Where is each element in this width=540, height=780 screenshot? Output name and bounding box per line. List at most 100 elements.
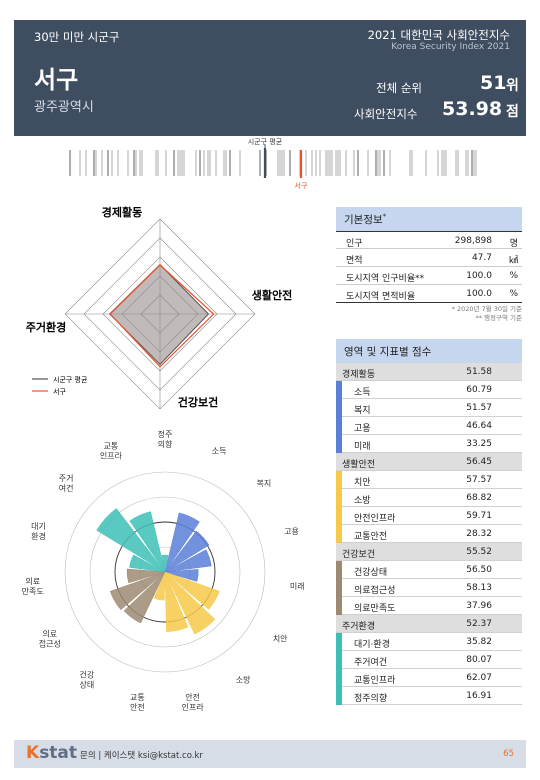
polar-bar bbox=[164, 569, 199, 582]
polar-label: 치안 bbox=[273, 634, 288, 644]
row-value: 16.91 bbox=[466, 691, 492, 701]
basic-info-notes: * 2020년 7월 30일 기준 ** 행정구역 기준 bbox=[451, 305, 522, 322]
row-value: 60.79 bbox=[466, 385, 492, 395]
score-label: 사회안전지수 bbox=[354, 107, 418, 121]
basic-info-row: 도시지역 인구비율** 100.0% bbox=[336, 267, 522, 285]
polar-label: 미래 bbox=[290, 582, 305, 591]
row-label: 복지 bbox=[354, 406, 371, 416]
basic-info-value: 47.7 bbox=[471, 253, 492, 263]
polar-label: 대기 환경 bbox=[31, 522, 46, 541]
row-label: 의료만족도 bbox=[354, 604, 396, 614]
basic-info-value: 100.0 bbox=[466, 271, 492, 281]
group-color-stripe bbox=[336, 471, 342, 489]
row-value: 58.13 bbox=[466, 583, 492, 593]
group-color-stripe bbox=[336, 435, 342, 453]
legend-self-label: 서구 bbox=[53, 387, 66, 396]
radar-axis-label-3: 주거환경 bbox=[26, 320, 66, 334]
basic-info-value: 298,898 bbox=[454, 236, 492, 246]
domain-row: 주거환경 52.37 bbox=[336, 615, 522, 633]
group-color-stripe bbox=[336, 381, 342, 399]
report-subtitle: Korea Security Index 2021 bbox=[391, 42, 510, 52]
row-value: 62.07 bbox=[466, 673, 492, 683]
indicator-row: 고용 46.64 bbox=[336, 417, 522, 435]
indicator-row: 대기·환경 35.82 bbox=[336, 633, 522, 651]
indicator-row: 의료접근성 58.13 bbox=[336, 579, 522, 597]
group-color-stripe bbox=[336, 507, 342, 525]
row-label: 교통안전 bbox=[354, 532, 388, 542]
row-label: 주거환경 bbox=[342, 622, 376, 632]
basic-info-label: 인구 bbox=[346, 239, 363, 249]
row-label: 생활안전 bbox=[342, 460, 376, 470]
row-label: 안전인프라 bbox=[354, 514, 396, 524]
polar-label: 주거 여건 bbox=[59, 474, 74, 493]
row-value: 68.82 bbox=[466, 493, 492, 503]
polar-label: 교통 인프라 bbox=[100, 441, 123, 460]
group-color-stripe bbox=[336, 561, 342, 579]
row-value: 51.57 bbox=[466, 403, 492, 413]
header-banner: 30만 미만 시군구 2021 대한민국 사회안전지수 Korea Securi… bbox=[14, 20, 526, 136]
basic-info-row: 인구 298,898 명 bbox=[336, 231, 522, 249]
indicator-row: 주거여건 80.07 bbox=[336, 651, 522, 669]
polar-grid-ring bbox=[114, 521, 216, 623]
group-color-stripe bbox=[336, 633, 342, 651]
row-value: 51.58 bbox=[466, 367, 492, 377]
kstat-logo: Kstat bbox=[26, 743, 78, 763]
row-value: 37.96 bbox=[466, 601, 492, 611]
row-label: 대기·환경 bbox=[354, 640, 390, 650]
polar-grid-ring bbox=[89, 496, 241, 648]
basic-info-label: 도시지역 면적비율 bbox=[346, 292, 416, 302]
row-value: 56.50 bbox=[466, 565, 492, 575]
polar-bar bbox=[161, 554, 169, 573]
indicator-row: 미래 33.25 bbox=[336, 435, 522, 453]
row-label: 정주의향 bbox=[354, 694, 388, 704]
region-name: 광주광역시 bbox=[34, 100, 94, 115]
polar-label: 소득 bbox=[212, 446, 227, 455]
row-label: 고용 bbox=[354, 424, 371, 434]
polar-bar bbox=[123, 571, 166, 624]
row-value: 52.37 bbox=[466, 619, 492, 629]
polar-label: 의료 접근성 bbox=[39, 629, 61, 649]
polar-bar bbox=[96, 508, 166, 573]
polar-label: 안전 인프라 bbox=[182, 692, 205, 712]
polar-grid bbox=[64, 471, 266, 673]
row-label: 경제활동 bbox=[342, 370, 376, 380]
group-color-stripe bbox=[336, 669, 342, 687]
row-value: 46.64 bbox=[466, 421, 492, 431]
indicator-row: 의료만족도 37.96 bbox=[336, 597, 522, 615]
basic-info-row: 면적 47.7 ㎢ bbox=[336, 249, 522, 267]
row-label: 의료접근성 bbox=[354, 586, 396, 596]
group-color-stripe bbox=[336, 399, 342, 417]
group-color-stripe bbox=[336, 417, 342, 435]
row-value: 80.07 bbox=[466, 655, 492, 665]
group-color-stripe bbox=[336, 651, 342, 669]
basic-info-unit: ㎢ bbox=[508, 256, 518, 266]
row-value: 59.71 bbox=[466, 511, 492, 521]
row-value: 33.25 bbox=[466, 439, 492, 449]
row-value: 57.57 bbox=[466, 475, 492, 485]
polar-bars bbox=[96, 508, 220, 635]
basic-info-unit: 명 bbox=[509, 239, 518, 249]
polar-bar bbox=[129, 554, 166, 573]
domain-row: 생활안전 56.45 bbox=[336, 453, 522, 471]
indicator-row: 복지 51.57 bbox=[336, 399, 522, 417]
radar-axis-label-1: 생활안전 bbox=[252, 288, 292, 302]
basic-info-label: 면적 bbox=[346, 256, 363, 266]
category-label: 30만 미만 시군구 bbox=[34, 30, 120, 44]
row-value: 55.52 bbox=[466, 547, 492, 557]
indicator-row: 교통안전 28.32 bbox=[336, 525, 522, 543]
domain-row: 건강보건 55.52 bbox=[336, 543, 522, 561]
row-label: 건강보건 bbox=[342, 550, 376, 560]
radar-axis-label-2: 건강보건 bbox=[178, 395, 218, 409]
report-title: 2021 대한민국 사회안전지수 bbox=[367, 28, 510, 42]
distribution-lines bbox=[69, 148, 477, 178]
row-value: 56.45 bbox=[466, 457, 492, 467]
indicator-row: 소득 60.79 bbox=[336, 381, 522, 399]
self-marker-label: 서구 bbox=[295, 181, 308, 190]
row-value: 28.32 bbox=[466, 529, 492, 539]
radar-self-polygon bbox=[109, 264, 215, 368]
score-unit: 점 bbox=[506, 104, 519, 120]
polar-bar bbox=[129, 511, 166, 573]
polar-grid-ring bbox=[64, 471, 266, 673]
